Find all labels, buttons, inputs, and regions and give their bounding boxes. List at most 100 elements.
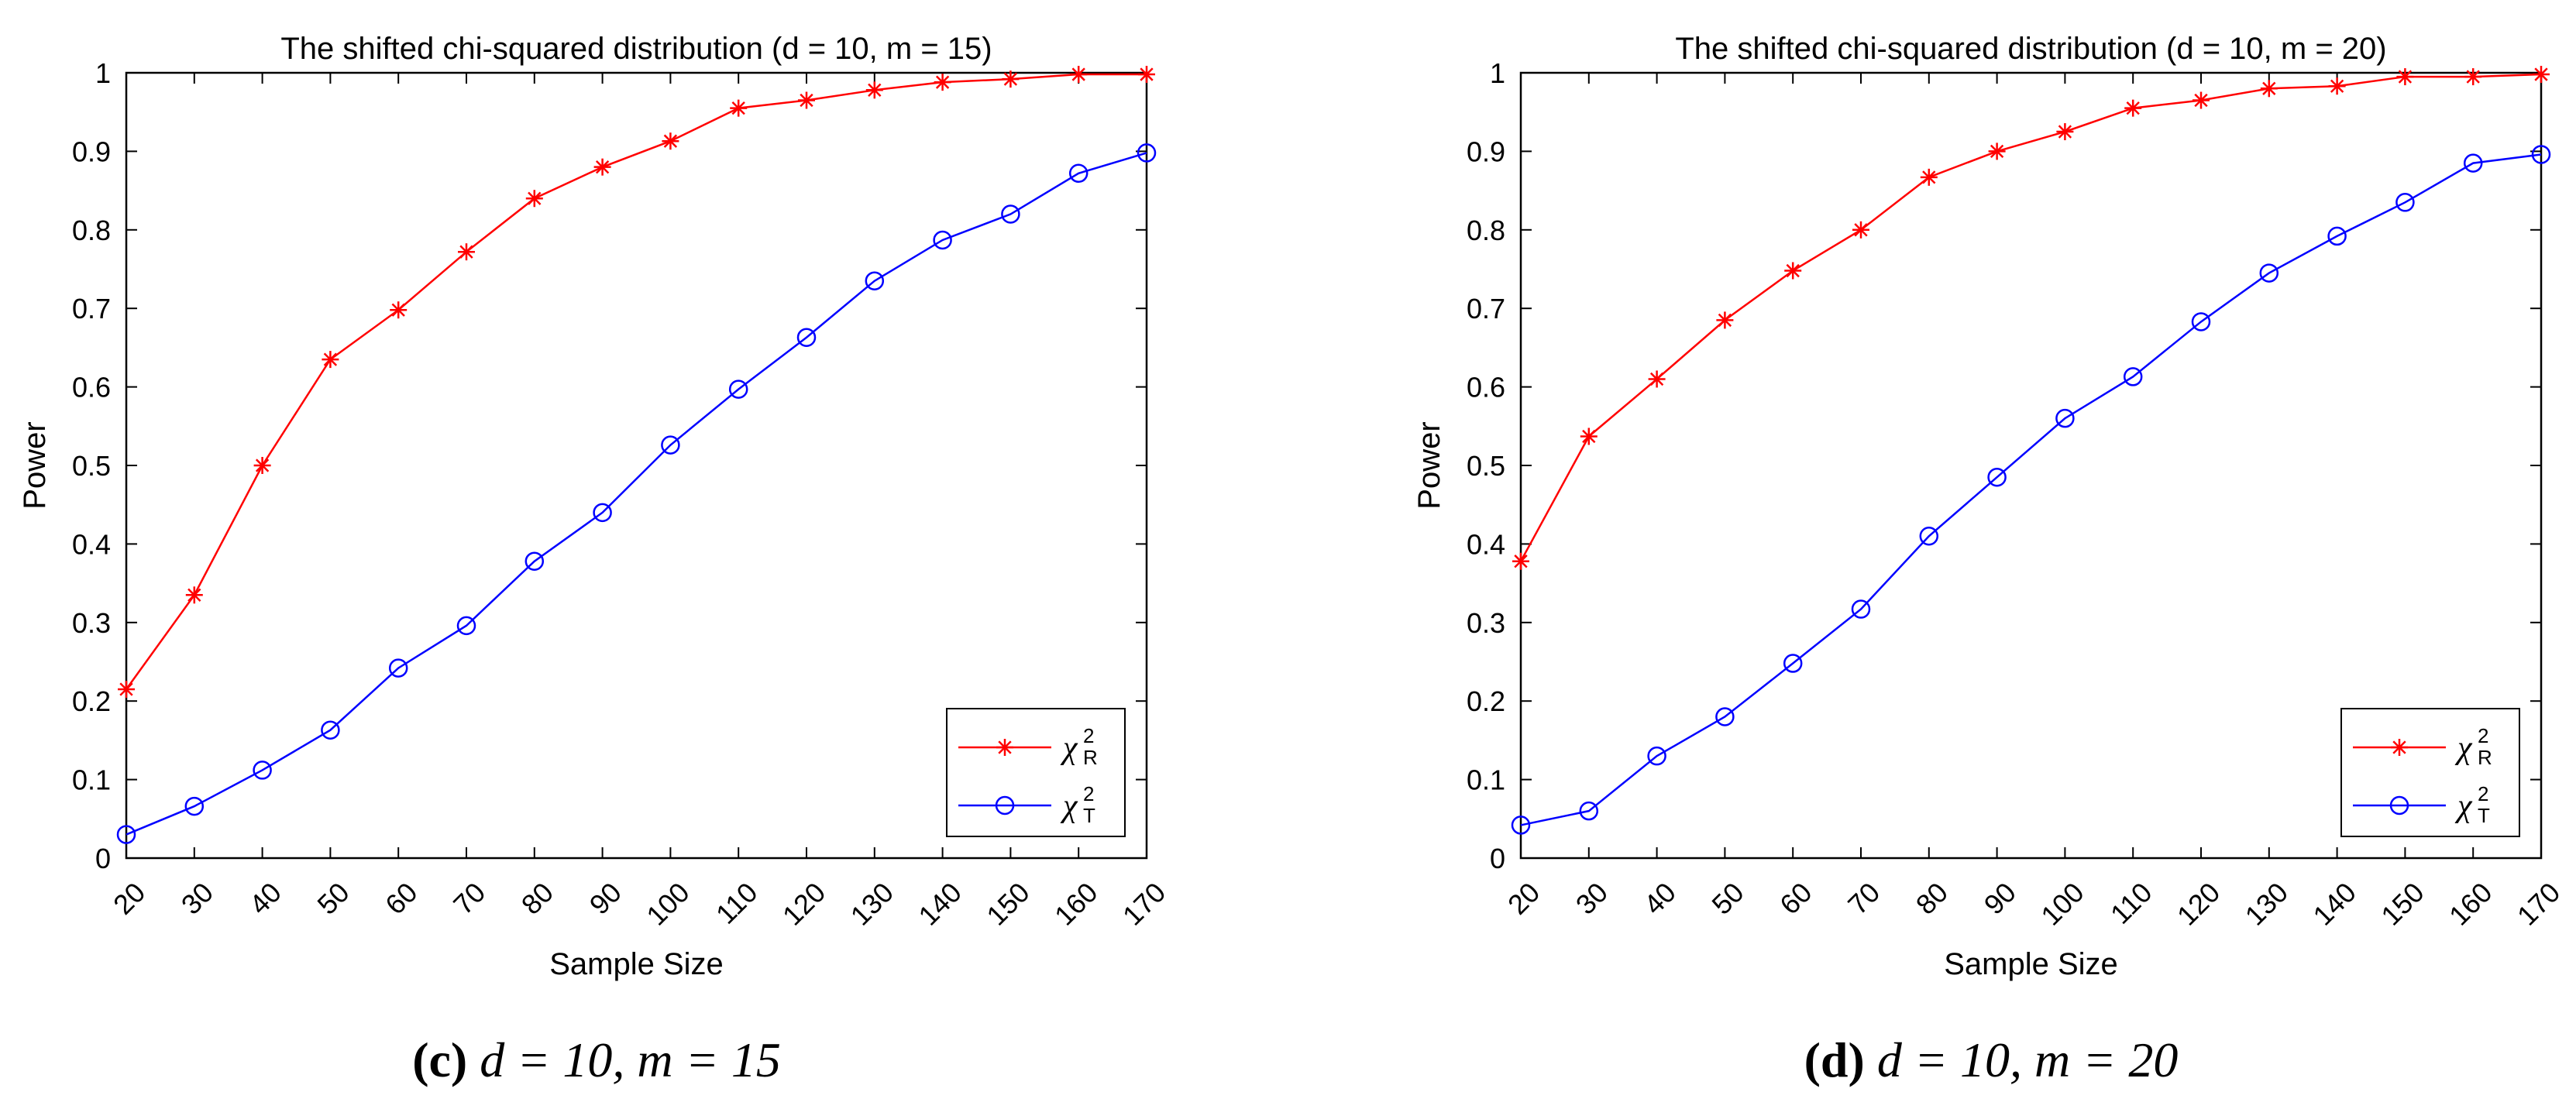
y-tick-label: 0.7: [72, 293, 111, 324]
legend-symbol: χ: [2454, 730, 2473, 766]
data-point-T: [1919, 527, 1939, 546]
x-tick-label: 120: [776, 876, 831, 931]
data-point-T: [2123, 367, 2143, 386]
data-point-R: [1852, 221, 1869, 239]
y-tick-label: 0: [95, 843, 111, 874]
legend-marker-R: [996, 739, 1013, 756]
data-point-R: [2533, 66, 2550, 84]
data-point-T: [1715, 707, 1735, 726]
legend-sub: T: [1083, 804, 1095, 827]
y-tick-label: 1: [95, 57, 111, 89]
x-tick-label: 90: [583, 876, 628, 920]
y-tick-label: 0.5: [1467, 450, 1505, 482]
x-tick-label: 50: [311, 876, 355, 920]
data-point-R: [2328, 77, 2346, 95]
data-point-T: [728, 379, 748, 399]
x-tick-label: 60: [1773, 876, 1818, 920]
series-line-R: [125, 73, 1147, 690]
data-point-R: [1070, 66, 1088, 84]
caption-formula: d = 10, m = 20: [1877, 1032, 2179, 1087]
data-point-T: [1579, 801, 1599, 821]
x-tick-label: 160: [2443, 876, 2498, 931]
x-tick-label: 30: [1570, 876, 1614, 920]
x-tick-label: 110: [710, 876, 764, 930]
series-line-T: [1520, 153, 2542, 826]
x-tick-label: 50: [1705, 876, 1749, 920]
x-tick-label: 120: [2171, 876, 2226, 931]
legend-marker-R: [2391, 739, 2408, 756]
data-point-T: [1511, 816, 1531, 835]
caption-letter: (d): [1804, 1032, 1877, 1087]
x-tick-label: 170: [1116, 876, 1171, 931]
legend: [946, 708, 1126, 837]
data-point-T: [1068, 163, 1089, 184]
data-point-R: [865, 81, 883, 99]
y-tick-label: 0.9: [72, 136, 111, 167]
chart-title: The shifted chi-squared distribution (d …: [280, 32, 992, 66]
data-point-R: [1580, 428, 1598, 445]
legend-symbol: χ: [2454, 788, 2473, 824]
data-point-R: [662, 132, 679, 150]
caption-formula: d = 10, m = 15: [480, 1032, 781, 1087]
data-point-T: [933, 230, 952, 250]
data-point-R: [1002, 70, 1020, 88]
y-tick-label: 0.2: [1467, 685, 1505, 717]
y-tick-label: 0.7: [1467, 293, 1505, 324]
data-point-R: [185, 586, 203, 604]
x-tick-label: 40: [1638, 876, 1682, 920]
y-tick-label: 0.6: [72, 372, 111, 403]
x-tick-label: 160: [1048, 876, 1103, 931]
data-point-T: [2191, 312, 2211, 331]
data-point-T: [321, 720, 340, 740]
legend-marker-T: [995, 795, 1015, 816]
data-point-R: [1138, 66, 1155, 84]
data-point-R: [1512, 552, 1529, 570]
x-tick-label: 70: [447, 876, 491, 920]
data-point-T: [2055, 408, 2075, 428]
x-tick-label: 140: [2306, 876, 2361, 931]
y-tick-label: 0.8: [1467, 215, 1505, 246]
data-point-R: [1988, 143, 2006, 160]
y-tick-label: 0.3: [72, 607, 111, 639]
data-point-R: [2396, 68, 2414, 86]
data-point-T: [2327, 226, 2347, 246]
data-point-T: [865, 271, 885, 290]
data-point-T: [1001, 204, 1020, 224]
y-tick-label: 0.4: [1467, 528, 1505, 560]
y-tick-label: 0.3: [1467, 607, 1505, 639]
caption-letter: (c): [412, 1032, 480, 1087]
data-point-T: [661, 435, 680, 455]
legend-sup: 2: [2478, 724, 2488, 747]
chart-title: The shifted chi-squared distribution (d …: [1675, 32, 2386, 66]
y-tick-label: 1: [1490, 57, 1505, 89]
data-point-T: [593, 503, 612, 523]
data-point-T: [253, 761, 272, 780]
data-point-T: [388, 658, 408, 678]
data-point-R: [1784, 262, 1802, 280]
x-tick-label: 30: [175, 876, 219, 920]
x-tick-label: 90: [1978, 876, 2022, 920]
y-tick-label: 0.8: [72, 215, 111, 246]
y-tick-label: 0.1: [1467, 764, 1505, 796]
data-point-R: [798, 91, 815, 109]
legend-sup: 2: [1083, 782, 1094, 805]
legend-sub: R: [1083, 746, 1098, 769]
legend-symbol: χ: [1060, 788, 1078, 824]
x-tick-label: 20: [1501, 876, 1546, 920]
legend-sup: 2: [2478, 782, 2488, 805]
y-tick-label: 0.6: [1467, 372, 1505, 403]
y-tick-label: 0.1: [72, 764, 111, 796]
data-point-T: [796, 328, 817, 347]
x-tick-label: 80: [1910, 876, 1954, 920]
x-tick-label: 140: [912, 876, 967, 931]
x-tick-label: 70: [1842, 876, 1886, 920]
data-point-R: [2124, 99, 2142, 117]
series-line-R: [1519, 73, 2542, 562]
data-point-R: [1920, 168, 1938, 186]
x-tick-label: 150: [2375, 876, 2430, 931]
legend-sup: 2: [1083, 724, 1094, 747]
legend: [2340, 708, 2520, 837]
data-point-T: [2531, 145, 2551, 164]
data-point-R: [2193, 91, 2210, 109]
